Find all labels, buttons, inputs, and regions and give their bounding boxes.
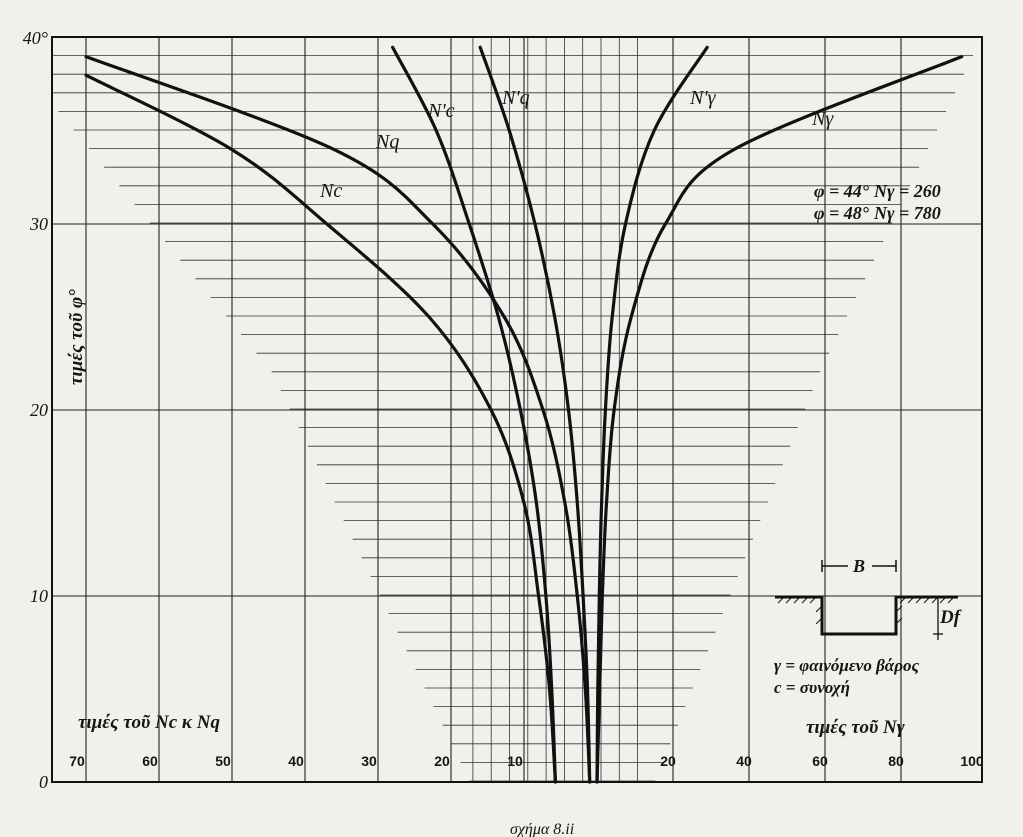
right-tick-label: 20 (660, 753, 676, 769)
left-tick-label: 70 (69, 753, 85, 769)
curve-ng (595, 55, 964, 784)
inset-b-label: B (852, 556, 865, 576)
footing-inset: B Df γ = φαινόμενο βάρος c = συνοχή (774, 556, 962, 697)
ground-hatch (777, 596, 955, 625)
curves (84, 45, 964, 784)
bottom-caption: σχήμα 8.ii (510, 821, 574, 837)
right-axis-title: τιμές τοῦ Nγ (806, 717, 905, 738)
left-tick-label: 10 (507, 753, 523, 769)
right-tick-label: 100 (960, 753, 984, 769)
phi-tick-label: 40° (23, 28, 48, 48)
left-tick-label: 40 (288, 753, 304, 769)
inset-legend-gamma: γ = φαινόμενο βάρος (774, 656, 919, 675)
left-axis-title: τιμές τοῦ Nc κ Nq (78, 712, 220, 733)
phi-tick-label: 0 (39, 772, 48, 792)
tick-labels: 0 10 20 30 40° 70 60 50 40 30 20 10 20 40 60 80 100 (23, 28, 984, 792)
left-tick-label: 50 (215, 753, 231, 769)
series-label-nq: Nq (375, 131, 399, 153)
series-label-nq-prime: N'q (501, 87, 530, 109)
phi-tick-label: 10 (30, 586, 48, 606)
right-tick-label: 40 (736, 753, 752, 769)
phi-tick-label: 20 (30, 400, 48, 420)
left-tick-label: 30 (361, 753, 377, 769)
series-label-ng: Nγ (811, 108, 834, 130)
plot-frame-rect (51, 36, 983, 783)
left-tick-label: 60 (142, 753, 158, 769)
series-label-nc-prime: N'c (427, 100, 455, 122)
right-tick-label: 60 (812, 753, 828, 769)
phi-axis-title: τιμές τοῦ φ° (66, 289, 87, 385)
annotation-phi-48-phi: φ = 48° (814, 203, 870, 223)
series-label-nc: Nc (319, 180, 342, 202)
annotation-phi-48-ng: Nγ = 780 (873, 203, 941, 223)
phi-tick-label: 30 (29, 214, 48, 234)
series-label-ng-prime: N'γ (689, 87, 717, 109)
curve-n-primeq (478, 45, 592, 784)
inset-legend-c: c = συνοχή (774, 678, 850, 697)
curve-n-primec (391, 45, 557, 784)
curve-n-primeg (595, 45, 709, 784)
left-tick-label: 20 (434, 753, 450, 769)
plot-frame (51, 36, 983, 783)
annotation-phi-44-ng: Nγ = 260 (873, 181, 941, 201)
annotation-phi-44-phi: φ = 44° (814, 181, 870, 201)
right-tick-label: 80 (888, 753, 904, 769)
curve-nc (84, 73, 557, 784)
curve-nq (84, 55, 592, 784)
major-grid (52, 37, 982, 782)
inset-df-label: Df (939, 607, 962, 628)
